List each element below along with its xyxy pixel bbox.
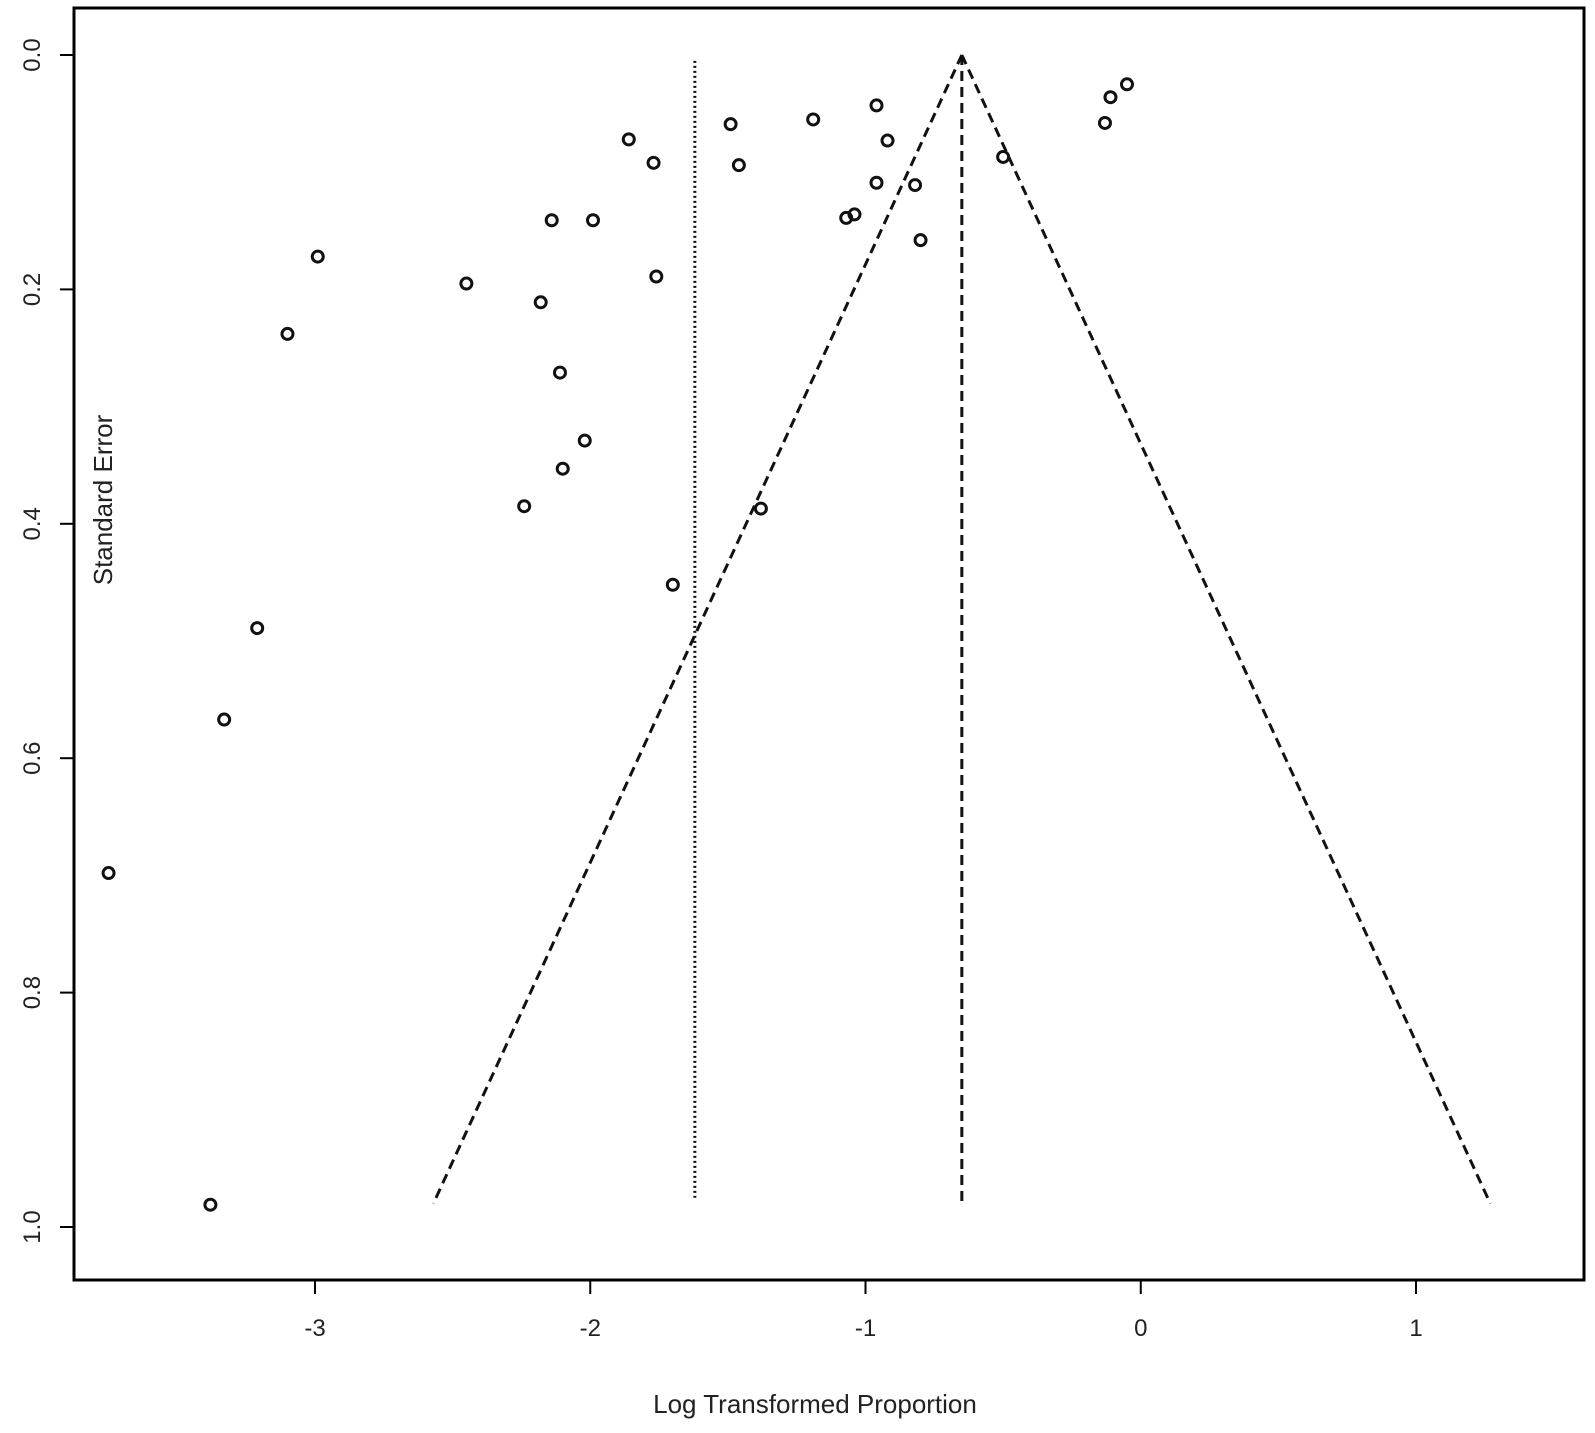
data-point: [646, 155, 661, 170]
y-tick-label: 0.4: [19, 507, 46, 540]
y-tick-label: 0.2: [19, 273, 46, 306]
data-point: [753, 501, 768, 516]
x-axis-title: Log Transformed Proportion: [653, 1389, 977, 1419]
data-point: [552, 365, 567, 380]
data-point: [723, 117, 738, 132]
y-tick-label: 0.8: [19, 976, 46, 1009]
data-point: [1119, 77, 1134, 92]
data-point: [869, 98, 884, 113]
data-point: [621, 132, 636, 147]
y-tick-label: 0.0: [19, 38, 46, 71]
data-point: [913, 233, 928, 248]
data-point: [880, 133, 895, 148]
data-point: [459, 276, 474, 291]
data-point: [517, 499, 532, 514]
data-point: [217, 712, 232, 727]
funnel-right-bound-line: [960, 54, 1492, 1205]
data-points: [101, 77, 1134, 1212]
data-point: [101, 866, 116, 881]
data-point: [1097, 115, 1112, 130]
y-axis: 0.0 0.2 0.4 0.6 0.8 1.0: [19, 38, 75, 1244]
data-point: [847, 207, 862, 222]
data-point: [544, 213, 559, 228]
y-axis-title: Standard Error: [88, 414, 118, 585]
data-point: [533, 295, 548, 310]
plot-frame: [72, 6, 1586, 1282]
y-tick-label: 1.0: [19, 1210, 46, 1243]
data-point: [1103, 90, 1118, 105]
x-tick-label: -2: [580, 1315, 601, 1342]
data-point: [731, 158, 746, 173]
data-point: [586, 213, 601, 228]
data-point: [280, 326, 295, 341]
x-tick-label: -3: [304, 1315, 325, 1342]
data-point: [203, 1197, 218, 1212]
data-point: [869, 175, 884, 190]
x-tick-label: 0: [1134, 1315, 1147, 1342]
data-point: [250, 621, 265, 636]
data-point: [310, 249, 325, 264]
data-point: [665, 577, 680, 592]
funnel-left-bound-line: [431, 54, 964, 1205]
data-point: [649, 269, 664, 284]
x-tick-label: 1: [1409, 1315, 1422, 1342]
data-point: [996, 149, 1011, 164]
y-tick-label: 0.6: [19, 742, 46, 775]
data-point: [577, 433, 592, 448]
x-tick-label: -1: [855, 1315, 876, 1342]
data-point: [806, 112, 821, 127]
x-axis: -3 -2 -1 0 1: [304, 1279, 1423, 1342]
data-point: [555, 461, 570, 476]
funnel-lines: [431, 54, 1492, 1205]
data-point: [908, 178, 923, 193]
